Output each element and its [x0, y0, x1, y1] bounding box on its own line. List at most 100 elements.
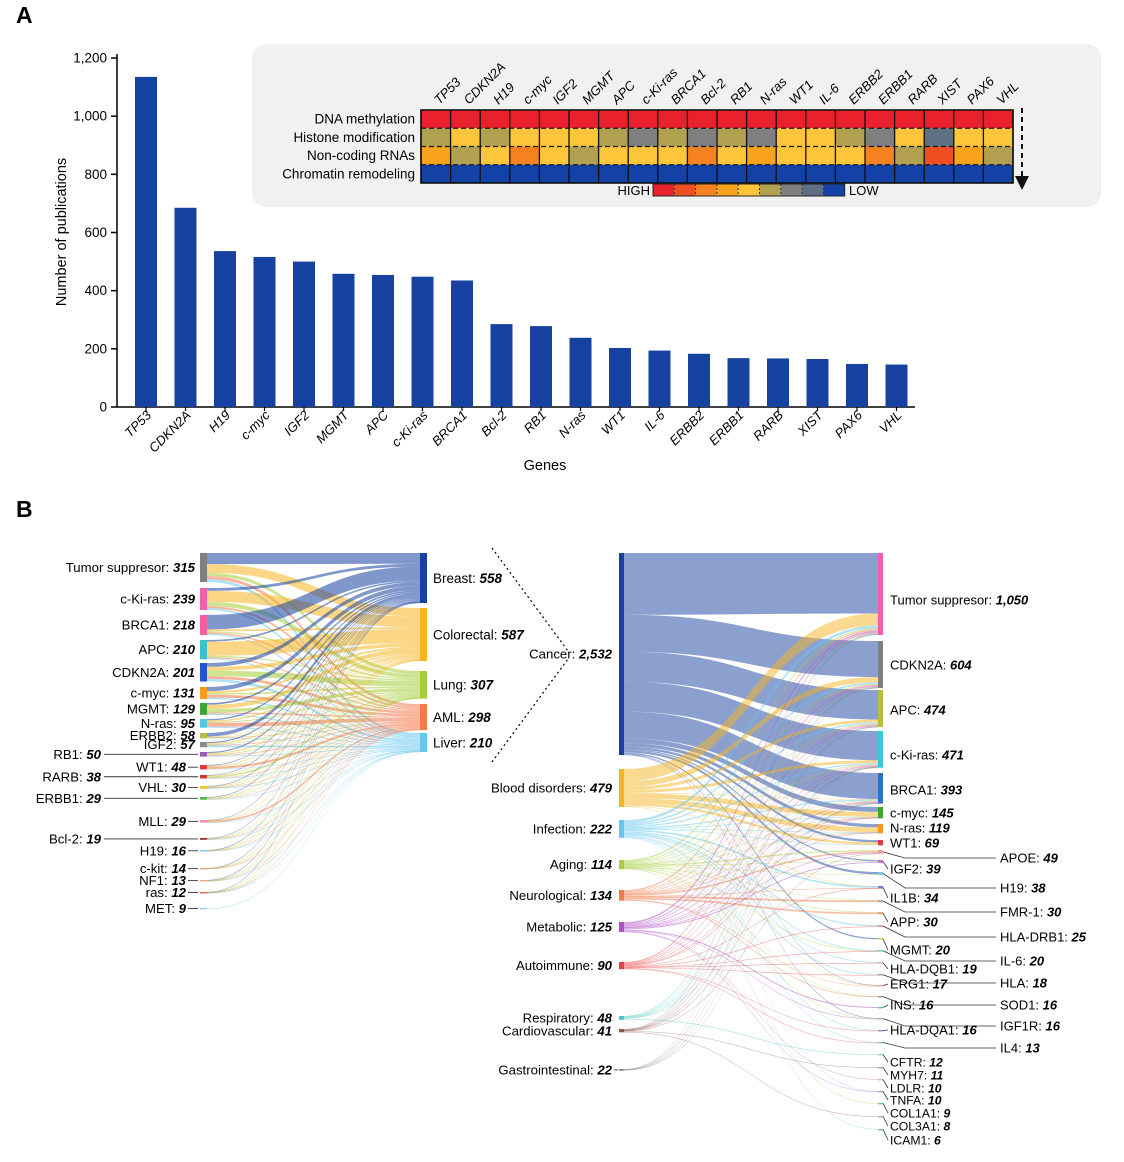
svg-text:N-ras: 119: N-ras: 119: [890, 821, 950, 836]
svg-text:PAX6: PAX6: [832, 407, 866, 441]
svg-text:Breast: 558: Breast: 558: [433, 571, 503, 586]
svg-text:Bcl-2: 19: Bcl-2: 19: [49, 831, 102, 846]
svg-text:WT1: 69: WT1: 69: [890, 836, 940, 851]
svg-text:RARB: RARB: [750, 407, 786, 443]
svg-text:Aging: 114: Aging: 114: [550, 857, 613, 872]
svg-text:c-Ki-ras: 471: c-Ki-ras: 471: [890, 748, 964, 763]
svg-text:H19: H19: [206, 408, 233, 435]
svg-text:ERBB1: ERBB1: [706, 408, 747, 449]
svg-text:600: 600: [84, 225, 107, 240]
svg-text:APOE: 49: APOE: 49: [1000, 851, 1059, 866]
svg-text:400: 400: [84, 283, 107, 298]
svg-text:IL4: 13: IL4: 13: [1000, 1041, 1041, 1056]
svg-text:ERG1: 17: ERG1: 17: [890, 977, 948, 992]
svg-text:MLL: 29: MLL: 29: [138, 814, 186, 829]
svg-text:TP53: TP53: [122, 407, 155, 440]
svg-text:RB1: RB1: [521, 408, 549, 436]
svg-text:LOW: LOW: [849, 183, 879, 198]
svg-text:Blood disorders: 479: Blood disorders: 479: [491, 781, 613, 796]
svg-text:INS: 16: INS: 16: [890, 998, 934, 1013]
svg-text:c-Ki-ras: c-Ki-ras: [388, 407, 431, 450]
svg-text:ERBB2: ERBB2: [666, 407, 707, 448]
svg-text:BRCA1: BRCA1: [429, 408, 470, 449]
svg-text:Liver: 210: Liver: 210: [433, 735, 493, 750]
svg-text:Metabolic: 125: Metabolic: 125: [526, 920, 612, 935]
svg-text:Neurological: 134: Neurological: 134: [509, 888, 612, 903]
svg-text:APC: 474: APC: 474: [890, 703, 946, 718]
svg-text:800: 800: [84, 167, 107, 182]
svg-text:Respiratory: 48: Respiratory: 48: [523, 1011, 613, 1026]
svg-text:BRCA1: 218: BRCA1: 218: [122, 618, 196, 633]
svg-text:c-Ki-ras: 239: c-Ki-ras: 239: [120, 592, 195, 607]
svg-text:MET: 9: MET: 9: [145, 901, 187, 916]
svg-text:N-ras: 95: N-ras: 95: [141, 716, 196, 731]
svg-text:Tumor suppresor: 1,050: Tumor suppresor: 1,050: [890, 593, 1029, 608]
svg-text:Colorectal: 587: Colorectal: 587: [433, 627, 525, 642]
panel-b-label: B: [16, 496, 33, 522]
svg-text:IGF2: 39: IGF2: 39: [890, 862, 941, 877]
svg-text:0: 0: [99, 400, 107, 415]
svg-text:IL-6: IL-6: [641, 407, 668, 434]
svg-text:HLA: 18: HLA: 18: [1000, 976, 1048, 991]
svg-text:H19: 38: H19: 38: [1000, 881, 1046, 896]
svg-text:COL3A1: 8: COL3A1: 8: [890, 1120, 951, 1134]
sankey-genes-to-cancers: Tumor suppresor: 315 c-Ki-ras: 239 BRCA1: …: [36, 547, 569, 916]
svg-text:HLA-DQA1: 16: HLA-DQA1: 16: [890, 1023, 977, 1038]
svg-text:APP: 30: APP: 30: [890, 915, 938, 930]
svg-text:HIGH: HIGH: [618, 183, 651, 198]
down-arrow-icon: [1015, 176, 1029, 190]
svg-text:VHL: VHL: [876, 408, 904, 436]
svg-text:Cardiovascular: 41: Cardiovascular: 41: [502, 1023, 612, 1038]
epigenetic-heatmap-inset: DNA methylation Histone modification Non-c…: [252, 44, 1101, 207]
svg-text:IGF2: 57: IGF2: 57: [144, 737, 196, 752]
svg-text:ras: 12: ras: 12: [146, 885, 187, 900]
svg-text:MGMT: MGMT: [313, 407, 352, 446]
svg-text:XIST: XIST: [794, 407, 826, 439]
svg-text:ERBB2: 58: ERBB2: 58: [130, 728, 196, 743]
svg-text:ICAM1: 6: ICAM1: 6: [890, 1134, 941, 1148]
svg-text:COL1A1: 9: COL1A1: 9: [890, 1107, 951, 1121]
svg-text:NF1: 13: NF1: 13: [139, 873, 187, 888]
svg-text:HLA-DRB1: 25: HLA-DRB1: 25: [1000, 930, 1087, 945]
svg-text:SOD1: 16: SOD1: 16: [1000, 998, 1058, 1013]
svg-text:N-ras: N-ras: [556, 407, 589, 440]
svg-text:FMR-1: 30: FMR-1: 30: [1000, 905, 1062, 920]
svg-text:c-myc: c-myc: [237, 407, 272, 442]
svg-text:ERBB1: 29: ERBB1: 29: [36, 791, 102, 806]
svg-text:CDKN2A: CDKN2A: [146, 408, 194, 456]
svg-text:200: 200: [84, 341, 107, 356]
svg-text:Lung: 307: Lung: 307: [433, 678, 495, 693]
svg-text:WT1: 48: WT1: 48: [136, 760, 187, 775]
svg-text:Gastrointestinal: 22: Gastrointestinal: 22: [498, 1063, 612, 1078]
sankey-diseases-to-genes: Cancer: 2,532 Blood disorders: 479 Infecti…: [491, 553, 1087, 1148]
svg-text:IL1B: 34: IL1B: 34: [890, 891, 939, 906]
svg-text:APC: 210: APC: 210: [139, 642, 196, 657]
svg-text:MGMT: 20: MGMT: 20: [890, 943, 951, 958]
svg-text:AML: 298: AML: 298: [433, 710, 491, 725]
svg-text:CDKN2A: 604: CDKN2A: 604: [890, 658, 972, 673]
svg-text:H19: 16: H19: 16: [140, 843, 187, 858]
svg-text:c-kit: 14: c-kit: 14: [140, 861, 187, 876]
svg-text:RARB: 38: RARB: 38: [42, 769, 101, 784]
svg-text:IL-6: 20: IL-6: 20: [1000, 954, 1045, 969]
svg-text:Genes: Genes: [524, 458, 567, 474]
svg-text:1,200: 1,200: [73, 51, 107, 66]
svg-text:LDLR: 10: LDLR: 10: [890, 1082, 942, 1096]
svg-text:TNFA: 10: TNFA: 10: [890, 1094, 942, 1108]
svg-text:Bcl-2: Bcl-2: [478, 407, 510, 439]
svg-text:RB1: 50: RB1: 50: [53, 747, 101, 762]
svg-text:1,000: 1,000: [73, 109, 107, 124]
svg-text:VHL: 30: VHL: 30: [138, 780, 186, 795]
svg-text:APC: APC: [361, 407, 392, 438]
svg-text:MGMT: 129: MGMT: 129: [127, 701, 196, 716]
svg-text:MYH7: 11: MYH7: 11: [890, 1069, 944, 1083]
svg-text:BRCA1: 393: BRCA1: 393: [890, 783, 963, 798]
svg-text:DNA methylation: DNA methylation: [314, 112, 415, 127]
svg-text:WT1: WT1: [598, 408, 628, 438]
svg-text:Infection: 222: Infection: 222: [533, 822, 613, 837]
svg-text:IGF1R: 16: IGF1R: 16: [1000, 1019, 1061, 1034]
svg-text:CDKN2A: 201: CDKN2A: 201: [112, 665, 195, 680]
publications-bar-chart: 0 200 400 600 800 1,000 1,200 Number of publica…: [54, 51, 915, 474]
panel-a-label: A: [16, 2, 33, 28]
